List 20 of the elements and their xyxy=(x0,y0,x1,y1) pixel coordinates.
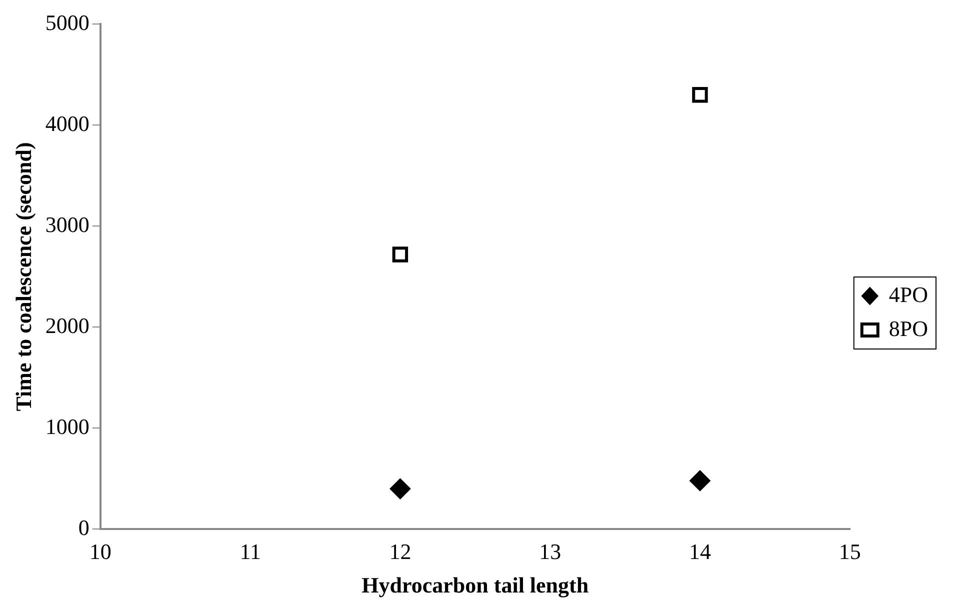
point xyxy=(689,470,710,492)
x-axis-title: Hydrocarbon tail length xyxy=(362,572,589,598)
y-tick-label: 4000 xyxy=(45,110,90,136)
x-tick-label: 13 xyxy=(539,539,562,564)
legend-label: 8PO xyxy=(888,316,928,341)
x-tick-label: 12 xyxy=(389,539,412,564)
point xyxy=(390,478,411,500)
x-tick-label: 10 xyxy=(89,539,112,564)
y-axis-title: Time to coalescence (second) xyxy=(10,142,36,412)
y-tick-label: 1000 xyxy=(45,414,90,439)
point xyxy=(392,246,408,262)
x-tick-label: 15 xyxy=(838,539,861,564)
y-tick-label: 2000 xyxy=(45,312,90,338)
y-tick-label: 5000 xyxy=(45,10,90,35)
y-tick-label: 0 xyxy=(78,514,90,540)
point xyxy=(692,87,708,103)
y-tick-label: 3000 xyxy=(45,212,90,237)
x-tick-label: 11 xyxy=(240,539,261,564)
legend-label: 4PO xyxy=(888,282,928,307)
x-tick-label: 14 xyxy=(688,539,711,564)
